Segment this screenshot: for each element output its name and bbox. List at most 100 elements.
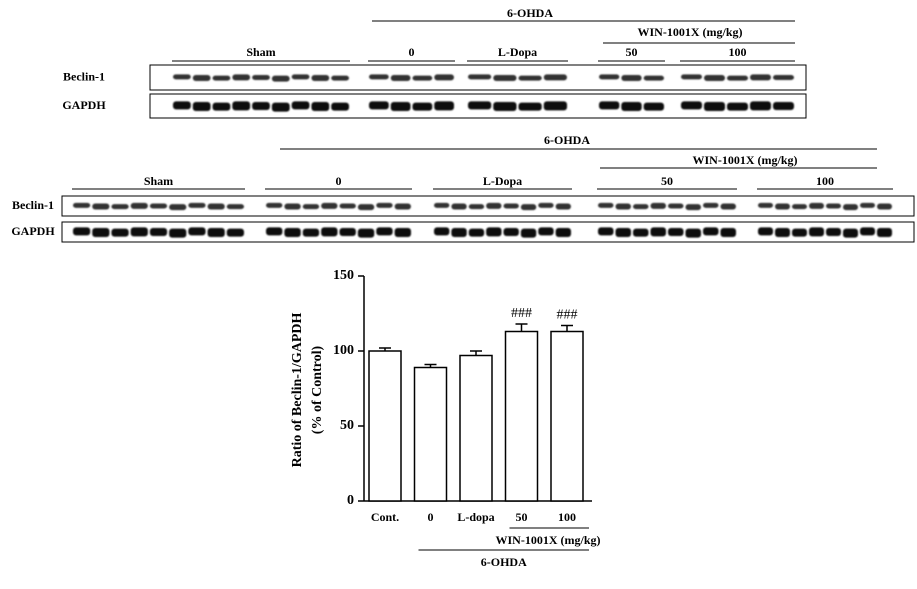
band bbox=[860, 202, 875, 208]
band bbox=[750, 74, 771, 81]
band bbox=[809, 227, 824, 237]
band bbox=[111, 204, 129, 210]
band bbox=[212, 102, 231, 111]
band bbox=[518, 102, 542, 111]
band bbox=[73, 202, 91, 208]
lane-label: 50 bbox=[626, 45, 638, 59]
band bbox=[520, 228, 537, 238]
band bbox=[621, 75, 642, 81]
band bbox=[599, 74, 620, 80]
band bbox=[877, 203, 892, 210]
band bbox=[598, 227, 614, 236]
lane-label: Sham bbox=[144, 174, 173, 188]
group-label: WIN-1001X (mg/kg) bbox=[496, 533, 601, 547]
band bbox=[860, 227, 875, 236]
band bbox=[615, 228, 631, 237]
band bbox=[520, 204, 537, 211]
band bbox=[169, 228, 187, 238]
band bbox=[826, 228, 841, 236]
band bbox=[266, 202, 283, 208]
band bbox=[434, 74, 454, 81]
band bbox=[130, 202, 148, 209]
x-tick-label: Cont. bbox=[371, 510, 399, 524]
band bbox=[615, 203, 631, 210]
band bbox=[685, 228, 701, 238]
band bbox=[302, 228, 320, 237]
y-tick-label: 100 bbox=[333, 343, 354, 358]
lane-label: 100 bbox=[816, 174, 834, 188]
row-label: Beclin-1 bbox=[63, 69, 105, 83]
annotation: ### bbox=[557, 308, 578, 323]
band bbox=[207, 203, 225, 210]
band bbox=[339, 228, 356, 236]
band bbox=[704, 102, 725, 111]
band bbox=[468, 228, 485, 237]
band bbox=[434, 202, 450, 208]
band bbox=[750, 101, 771, 111]
band bbox=[518, 75, 542, 81]
band bbox=[451, 228, 467, 237]
band bbox=[390, 102, 411, 111]
band bbox=[357, 204, 375, 211]
band bbox=[321, 227, 338, 237]
band bbox=[311, 102, 330, 111]
band bbox=[543, 101, 567, 111]
band bbox=[302, 204, 320, 210]
band bbox=[720, 228, 736, 237]
lane-label: 0 bbox=[409, 45, 415, 59]
band bbox=[376, 227, 393, 236]
band bbox=[703, 227, 719, 236]
band bbox=[599, 101, 620, 110]
band bbox=[775, 228, 790, 237]
band bbox=[877, 228, 892, 237]
band bbox=[252, 102, 270, 110]
band bbox=[775, 203, 790, 210]
band bbox=[412, 102, 433, 111]
band bbox=[331, 102, 349, 111]
band bbox=[633, 204, 649, 210]
band bbox=[543, 74, 567, 81]
band bbox=[493, 75, 517, 81]
band bbox=[727, 75, 748, 81]
band bbox=[468, 74, 492, 80]
band bbox=[149, 203, 168, 209]
band bbox=[291, 74, 310, 80]
bar bbox=[459, 354, 493, 502]
treatment-label: 6-OHDA bbox=[507, 6, 553, 20]
band bbox=[493, 102, 517, 111]
band bbox=[321, 202, 338, 209]
group-label: 6-OHDA bbox=[481, 555, 527, 569]
band bbox=[226, 228, 244, 237]
band bbox=[232, 101, 251, 111]
bar bbox=[550, 330, 584, 502]
band bbox=[773, 102, 794, 110]
band bbox=[503, 203, 519, 209]
band bbox=[555, 203, 571, 210]
band bbox=[412, 75, 433, 81]
band bbox=[188, 202, 206, 208]
bar bbox=[368, 350, 402, 502]
band bbox=[369, 74, 389, 80]
x-tick-label: 100 bbox=[558, 510, 576, 524]
x-tick-label: 50 bbox=[516, 510, 528, 524]
y-tick-label: 50 bbox=[340, 418, 354, 433]
band bbox=[668, 203, 684, 209]
band bbox=[720, 203, 736, 210]
band bbox=[486, 227, 502, 237]
x-tick-label: 0 bbox=[428, 510, 434, 524]
y-tick-label: 150 bbox=[333, 268, 354, 283]
band bbox=[311, 75, 330, 81]
band bbox=[284, 203, 301, 210]
lane-label: 50 bbox=[661, 174, 673, 188]
band bbox=[331, 75, 349, 81]
band bbox=[434, 101, 454, 111]
dose-label: WIN-1001X (mg/kg) bbox=[693, 153, 798, 167]
band bbox=[284, 228, 301, 237]
lane-label: L-Dopa bbox=[498, 45, 537, 59]
band bbox=[73, 227, 91, 236]
band bbox=[394, 228, 411, 237]
band bbox=[681, 101, 702, 110]
band bbox=[538, 227, 554, 236]
lane-label: 100 bbox=[729, 45, 747, 59]
band bbox=[792, 204, 807, 210]
